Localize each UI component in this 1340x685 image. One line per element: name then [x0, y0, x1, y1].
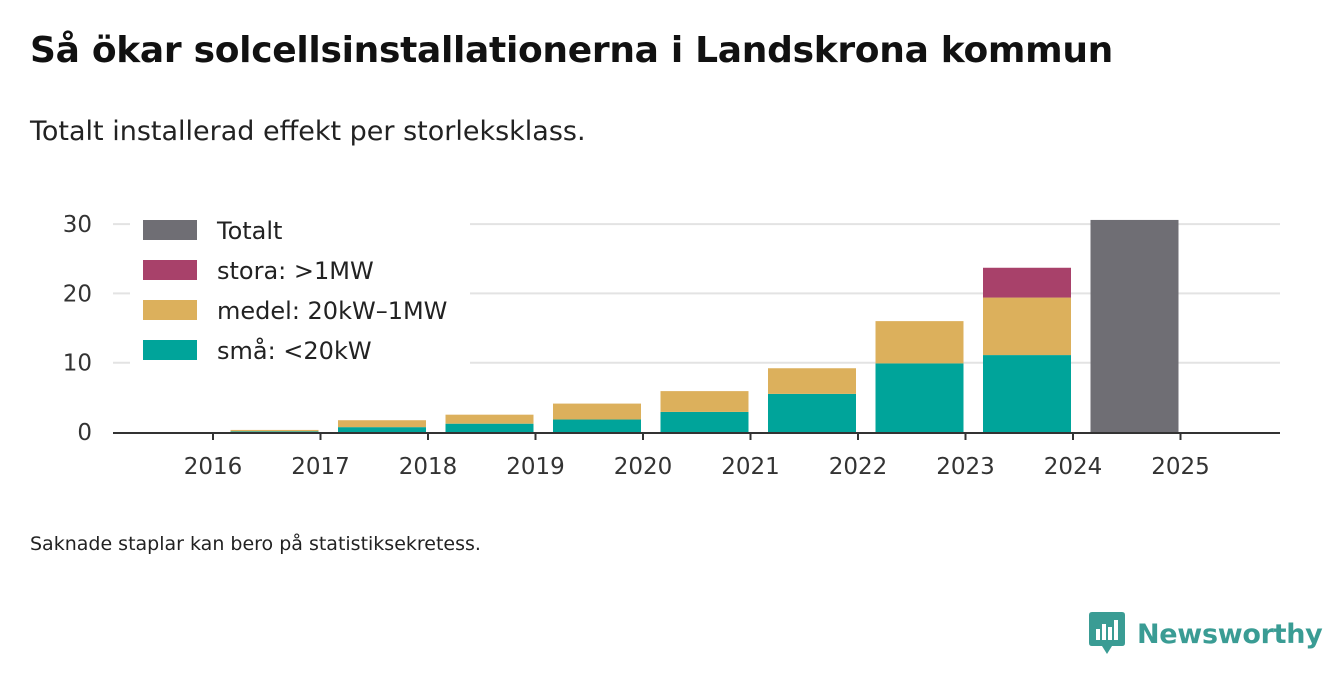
bar-2017-s1 [230, 429, 319, 432]
x-tick-label-2016: 2016 [184, 454, 243, 480]
page-title: Så ökar solcellsinstallationerna i Lands… [30, 30, 1113, 71]
y-tick-label-0: 0 [77, 420, 92, 446]
x-tick-label-2024: 2024 [1044, 454, 1103, 480]
legend-swatch-0 [143, 220, 197, 240]
bars [230, 219, 1179, 432]
bar-2023-s0 [875, 363, 964, 432]
x-tick-label-2021: 2021 [721, 454, 780, 480]
bar-2022-s0 [768, 393, 856, 432]
footnote: Saknade staplar kan bero på statistiksek… [30, 533, 481, 555]
legend-swatch-2 [143, 300, 197, 320]
bar-2018-s1 [338, 420, 426, 428]
y-axis: 0 10 20 30 [63, 212, 92, 446]
bar-2025-s3 [1090, 219, 1179, 432]
y-tick-label-10: 10 [63, 351, 92, 377]
bar-2024-s0 [983, 355, 1071, 432]
bar-2019-s1 [445, 414, 534, 424]
x-tick-label-2020: 2020 [614, 454, 673, 480]
bar-2017-s0 [230, 431, 319, 432]
bar-2023-s1 [875, 321, 964, 364]
x-axis: 2016 2017 2018 2019 2020 2021 2022 2023 2024 2025 [113, 432, 1280, 480]
y-tick-label-30: 30 [63, 212, 92, 238]
bar-2020-s0 [553, 419, 641, 432]
legend-swatch-1 [143, 260, 197, 280]
bar-2024-s2 [983, 267, 1071, 298]
newsworthy-logo: Newsworthy [1089, 612, 1323, 656]
newsworthy-logo-icon [1089, 612, 1125, 654]
bar-2018-s0 [338, 427, 426, 432]
legend-label-0: Totalt [216, 217, 282, 245]
x-tick-label-2023: 2023 [936, 454, 995, 480]
legend: Totalt stora: >1MW medel: 20kW–1MW små: <20… [130, 212, 470, 372]
page-subtitle: Totalt installerad effekt per storlekskl… [30, 116, 586, 147]
x-tick-label-2019: 2019 [506, 454, 565, 480]
bar-2022-s1 [768, 368, 856, 394]
bar-2019-s0 [445, 423, 534, 432]
bar-chart: 2016 2017 2018 2019 2020 2021 2022 2023 2024 2025… [63, 212, 1280, 480]
bar-2021-s0 [660, 411, 749, 432]
bar-2021-s1 [660, 391, 749, 412]
x-tick-label-2017: 2017 [291, 454, 350, 480]
x-tick-label-2018: 2018 [399, 454, 458, 480]
brand-name: Newsworthy [1137, 618, 1323, 650]
y-tick-label-20: 20 [63, 281, 92, 307]
legend-label-3: små: <20kW [217, 336, 372, 365]
x-tick-label-2022: 2022 [829, 454, 888, 480]
bar-2020-s1 [553, 403, 641, 420]
x-tick-label-2025: 2025 [1151, 454, 1210, 480]
bar-2024-s1 [983, 297, 1071, 356]
legend-label-1: stora: >1MW [217, 257, 374, 285]
legend-swatch-3 [143, 340, 197, 360]
legend-label-2: medel: 20kW–1MW [217, 297, 447, 325]
